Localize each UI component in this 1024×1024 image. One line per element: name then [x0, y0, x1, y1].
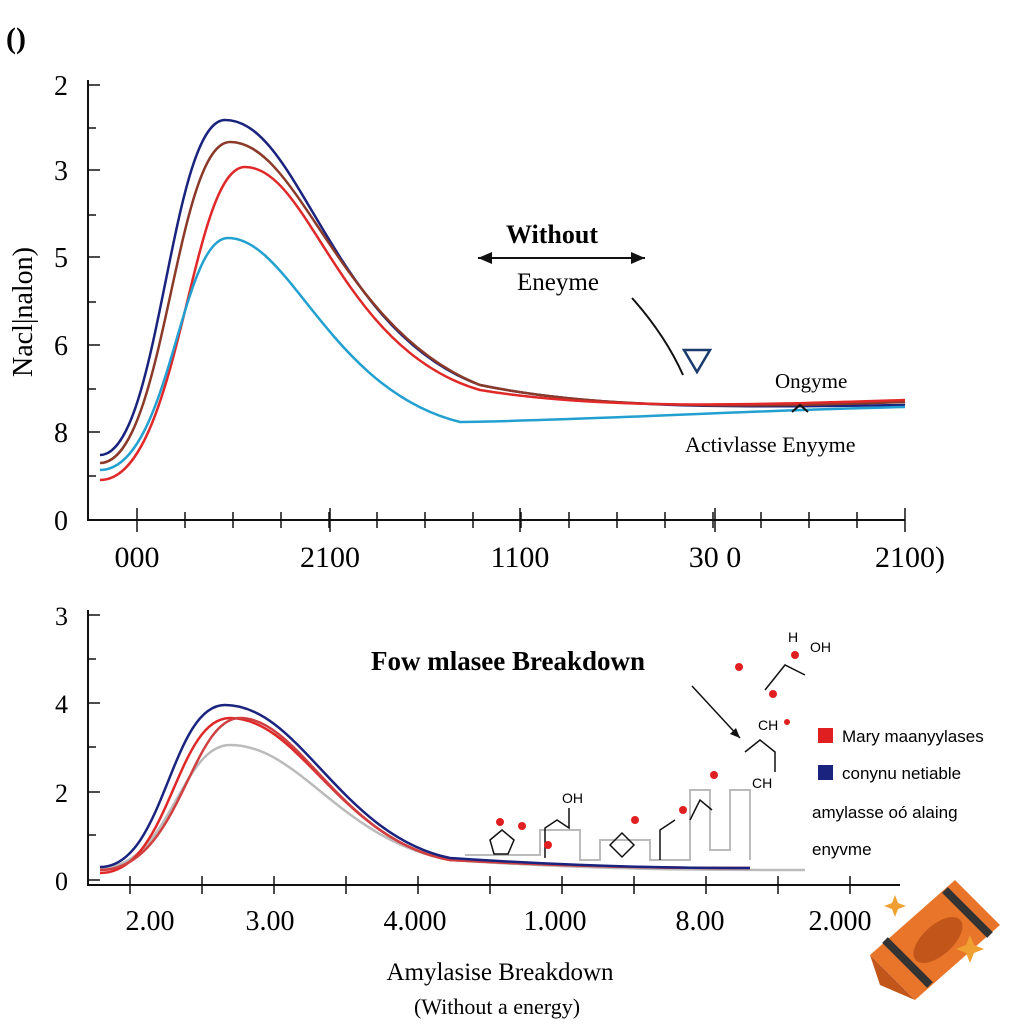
- x-tick-label: 000: [115, 541, 160, 574]
- arrow-head: [730, 728, 740, 738]
- annotation: Activlasse Enyyme: [685, 432, 855, 457]
- legend-note: amylasse oó alaing: [812, 803, 958, 822]
- top-x-ticks: 000 2100 1100 30 0 2100): [115, 508, 945, 574]
- chem-label: CH: [752, 775, 772, 791]
- y-tick-label: 4: [55, 690, 68, 719]
- caret: [791, 403, 809, 413]
- top-y-ticks: 2 3 5 6 8 0: [54, 71, 100, 537]
- x-label: Amylasise Breakdown: [386, 959, 614, 986]
- curve: [99, 743, 806, 872]
- legend-swatch: [818, 765, 833, 780]
- x-tick-label: 8.00: [676, 906, 725, 937]
- x-tick-label: 2100: [300, 541, 360, 574]
- curve: [99, 236, 906, 472]
- y-tick-label: 6: [54, 331, 68, 362]
- chem-label: OH: [562, 790, 583, 806]
- arrow: [691, 685, 741, 739]
- bottom-title: Fow mlasee Breakdown: [371, 646, 645, 676]
- molecule-atoms: [496, 651, 799, 849]
- legend-label: Mary maanyylases: [842, 727, 984, 746]
- x-sublabel: (Without a energy): [414, 994, 580, 1019]
- annotation: Without: [506, 220, 598, 249]
- x-tick-label: 1.000: [524, 906, 587, 937]
- y-tick-label: 2: [55, 779, 68, 808]
- y-tick-label: 5: [54, 243, 68, 274]
- annotation: Eneyme: [517, 269, 599, 296]
- x-tick-label: 4.000: [384, 906, 447, 937]
- molecule-drawings: [489, 664, 806, 860]
- annotation: Ongyme: [775, 369, 847, 393]
- panel-label: (): [6, 22, 26, 55]
- x-tick-label: 2.00: [126, 906, 175, 937]
- chem-label: CH: [758, 717, 778, 733]
- crayon-icon: [870, 880, 1000, 1000]
- arrow: [631, 297, 684, 376]
- spectrum: [465, 789, 751, 861]
- y-tick-label: 2: [54, 71, 68, 102]
- x-tick-label: 1100: [491, 541, 550, 574]
- bottom-x-ticks: 2.00 3.00 4.000 1.000 8.00 2.000: [126, 876, 872, 937]
- x-tick-label: 3.00: [246, 906, 295, 937]
- curve: [99, 703, 751, 870]
- y-tick-label: 3: [54, 156, 68, 187]
- bottom-axes: [87, 610, 900, 886]
- legend: Mary maanyylases conynu netiable: [818, 727, 984, 783]
- y-tick-label: 8: [54, 418, 68, 449]
- y-tick-label: 3: [55, 602, 68, 631]
- x-tick-label: 2100): [875, 541, 945, 574]
- x-tick-label: 2.000: [809, 906, 872, 937]
- y-tick-label: 0: [54, 506, 68, 537]
- legend-note: enyvme: [812, 840, 872, 859]
- legend-swatch: [818, 728, 833, 743]
- triangle-marker: [681, 348, 713, 375]
- y-tick-label: 0: [55, 867, 68, 896]
- top-y-label: Nacl|nalon): [8, 247, 39, 377]
- chem-label: OH: [810, 639, 831, 655]
- chem-label: H: [788, 629, 798, 645]
- legend-label: conynu netiable: [842, 764, 961, 783]
- bottom-y-ticks: 3 4 2 0: [55, 602, 100, 896]
- x-tick-label: 30 0: [689, 541, 742, 574]
